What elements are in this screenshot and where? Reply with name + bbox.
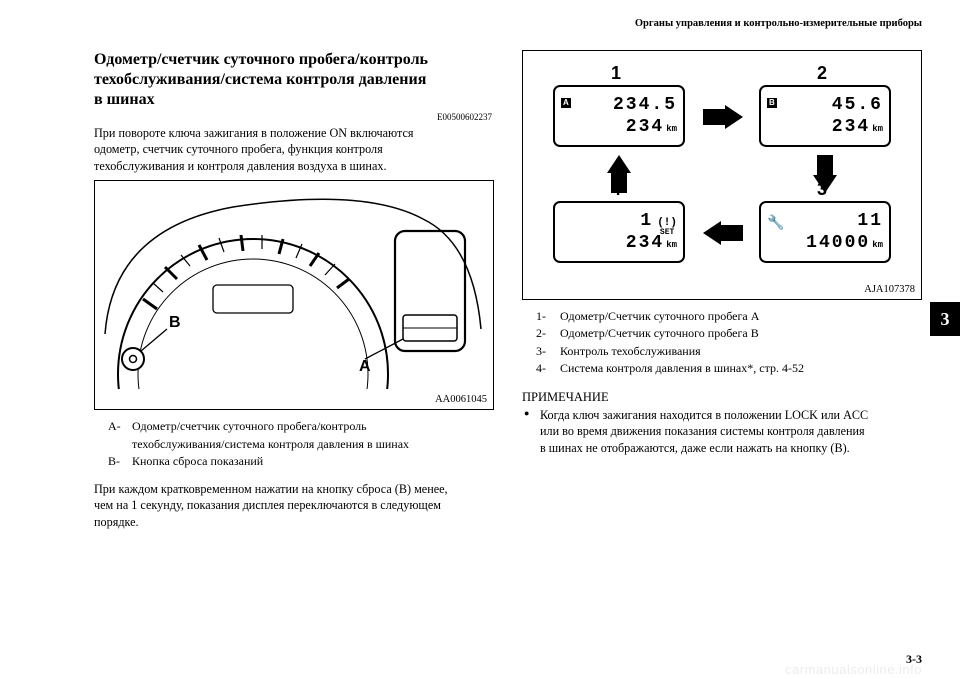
- text-line: порядке.: [94, 515, 139, 529]
- text-line: в шинах не отображаются, даже если нажат…: [540, 441, 850, 455]
- display-label-2: 2: [817, 63, 827, 84]
- display-label-1: 1: [611, 63, 621, 84]
- display-panel-4: 1 (!) SET 234 km: [553, 201, 685, 263]
- gauge-illustration: B A: [103, 189, 483, 389]
- legend-key: 3-: [536, 343, 560, 360]
- display-value: 14000: [767, 233, 870, 253]
- title-line: техобслуживания/система контроля давлени…: [94, 71, 426, 88]
- arrow-up-icon: [607, 155, 631, 193]
- display-value: 1: [561, 211, 653, 231]
- title-line: в шинах: [94, 91, 155, 108]
- callout-b-label: B: [169, 314, 181, 331]
- legend-key: 4-: [536, 360, 560, 377]
- display-value: 234: [561, 233, 664, 253]
- text-line: техобслуживания/система контроля давлени…: [132, 437, 409, 451]
- legend-value: Одометр/счетчик суточного пробега/контро…: [132, 418, 409, 453]
- display-value: 234: [767, 117, 870, 137]
- paragraph: При каждом кратковременном нажатии на кн…: [94, 481, 494, 530]
- display-value: 234: [561, 117, 664, 137]
- note-heading: ПРИМЕЧАНИЕ: [522, 390, 922, 405]
- callout-a-label: A: [359, 358, 371, 375]
- figure-code: AJA107378: [864, 284, 915, 295]
- legend-value: Одометр/Счетчик суточного пробега A: [560, 308, 759, 325]
- display-badge: A: [561, 98, 571, 108]
- note-item: Когда ключ зажигания находится в положен…: [524, 407, 922, 456]
- arrow-right-icon: [703, 105, 743, 129]
- legend-key: A-: [108, 418, 132, 453]
- legend-value: Контроль техобслуживания: [560, 343, 701, 360]
- display-panel-1: A 234.5 234 km: [553, 85, 685, 147]
- legend-value: Одометр/Счетчик суточного пробега B: [560, 325, 759, 342]
- page: Органы управления и контрольно-измерител…: [0, 0, 960, 679]
- display-unit: km: [666, 240, 677, 250]
- display-value: 45.6: [781, 95, 883, 115]
- section-title: Одометр/счетчик суточного пробега/контро…: [94, 50, 494, 110]
- display-unit: km: [872, 124, 883, 134]
- display-value: 234.5: [575, 95, 677, 115]
- figure-legend-left: A- Одометр/счетчик суточного пробега/кон…: [108, 418, 494, 470]
- display-badge: B: [767, 98, 777, 108]
- text-line: Когда ключ зажигания находится в положен…: [540, 408, 868, 422]
- legend-value: Кнопка сброса показаний: [132, 453, 263, 470]
- running-title: Органы управления и контрольно-измерител…: [635, 18, 922, 29]
- note-list: Когда ключ зажигания находится в положен…: [524, 407, 922, 456]
- two-column-layout: Одометр/счетчик суточного пробега/контро…: [94, 50, 922, 530]
- figure-gauge: B A AA0061045: [94, 180, 494, 410]
- arrow-left-icon: [703, 221, 743, 245]
- figure-legend-right: 1-Одометр/Счетчик суточного пробега A 2-…: [536, 308, 922, 378]
- display-grid: 1 2 3 4 A 234.5 234 km: [535, 61, 909, 295]
- text-line: или во время движения показания системы …: [540, 424, 865, 438]
- title-line: Одометр/счетчик суточного пробега/контро…: [94, 51, 428, 68]
- left-column: Одометр/счетчик суточного пробега/контро…: [94, 50, 494, 530]
- arrow-down-icon: [813, 155, 837, 193]
- display-unit: km: [666, 124, 677, 134]
- watermark: carmanualsonline.info: [785, 662, 922, 677]
- display-unit: km: [872, 240, 883, 250]
- text-line: При повороте ключа зажигания в положение…: [94, 126, 413, 140]
- chapter-tab: 3: [930, 302, 960, 336]
- legend-key: 2-: [536, 325, 560, 342]
- intro-paragraph: При повороте ключа зажигания в положение…: [94, 125, 494, 174]
- text-line: При каждом кратковременном нажатии на кн…: [94, 482, 448, 496]
- right-column: 1 2 3 4 A 234.5 234 km: [522, 50, 922, 530]
- legend-key: 1-: [536, 308, 560, 325]
- wrench-icon: 🔧: [767, 215, 784, 232]
- display-panel-3: 🔧 11 14000 km: [759, 201, 891, 263]
- text-line: чем на 1 секунду, показания дисплея пере…: [94, 498, 441, 512]
- text-line: Одометр/счетчик суточного пробега/контро…: [132, 419, 367, 433]
- legend-value: Система контроля давления в шинах*, стр.…: [560, 360, 804, 377]
- text-line: техобслуживания и контроля давления возд…: [94, 159, 387, 173]
- display-panel-2: B 45.6 234 km: [759, 85, 891, 147]
- display-value: 11: [784, 211, 883, 231]
- figure-code: AA0061045: [435, 394, 487, 405]
- legend-key: B-: [108, 453, 132, 470]
- figure-display-modes: 1 2 3 4 A 234.5 234 km: [522, 50, 922, 300]
- document-code: E00500602237: [94, 112, 492, 122]
- text-line: одометр, счетчик суточного пробега, функ…: [94, 142, 383, 156]
